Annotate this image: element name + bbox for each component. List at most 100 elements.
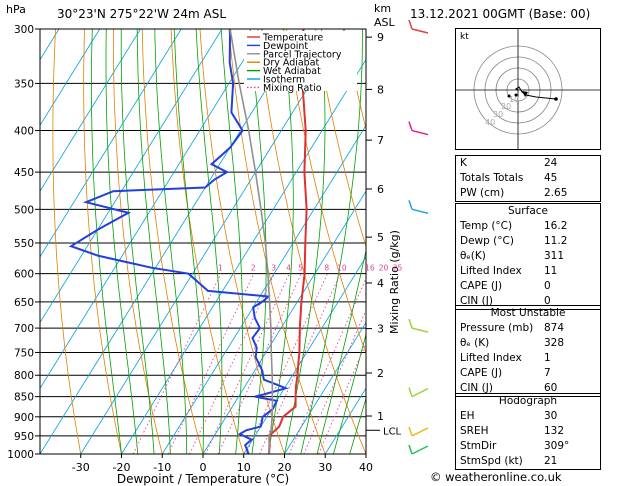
hodograph-trace bbox=[515, 86, 557, 100]
mu-li-label: Lifted Index bbox=[460, 352, 522, 364]
hodograph-point bbox=[554, 97, 558, 101]
wet-adiabat-line bbox=[154, 29, 188, 454]
isotherm-line bbox=[284, 321, 366, 454]
legend-entry: Wet Adiabat bbox=[263, 66, 321, 77]
mu-theta-label: θₑ (K) bbox=[460, 337, 490, 349]
legend-entry: Temperature bbox=[262, 33, 323, 44]
wet-adiabat-line bbox=[90, 29, 122, 454]
wind-barb-flag bbox=[408, 19, 413, 30]
stmdir-value: 309° bbox=[544, 440, 570, 452]
wet-adiabat-line bbox=[316, 248, 366, 454]
mixing-ratio-label: 5 bbox=[298, 264, 303, 273]
pressure-tick-label: 1000 bbox=[7, 449, 34, 461]
eh-label: EH bbox=[460, 410, 475, 422]
surface-temp-value: 16.2 bbox=[544, 220, 568, 232]
temperature-tick-label: 40 bbox=[359, 461, 373, 474]
temperature-tick-label: 10 bbox=[237, 461, 251, 474]
mu-pressure-value: 874 bbox=[544, 322, 565, 334]
pressure-tick-label: 700 bbox=[14, 323, 34, 335]
pressure-tick-label: 800 bbox=[14, 370, 34, 382]
temperature-tick-label: 0 bbox=[200, 461, 207, 474]
hodograph-point bbox=[507, 94, 511, 98]
mixing-ratio-line bbox=[167, 273, 255, 454]
legend-entry: Parcel Trajectory bbox=[263, 49, 342, 60]
mixing-ratio-label: 4 bbox=[286, 264, 291, 273]
legend-entry: Isotherm bbox=[263, 75, 305, 86]
pressure-tick-label: 950 bbox=[14, 431, 34, 443]
mixing-ratio-label: 2 bbox=[251, 264, 256, 273]
mu-cin-label: CIN (J) bbox=[460, 382, 493, 394]
surface-title: Surface bbox=[507, 205, 548, 217]
surface-theta-label: θₑ(K) bbox=[460, 250, 486, 262]
legend-entry: Mixing Ratio bbox=[263, 83, 322, 94]
lcl-label: LCL bbox=[383, 426, 402, 437]
storm-motion-marker bbox=[522, 91, 528, 97]
hodograph-panel: kt 10 20 30 40 bbox=[455, 28, 601, 150]
pressure-tick-label: 850 bbox=[14, 392, 34, 404]
isotherm-line bbox=[40, 29, 182, 258]
surface-li-value: 11 bbox=[544, 265, 558, 277]
pressure-tick-label: 400 bbox=[14, 126, 34, 138]
wind-barb bbox=[411, 327, 429, 333]
surface-dewp-value: 11.2 bbox=[544, 235, 568, 247]
pressure-tick-label: 900 bbox=[14, 412, 34, 424]
mixing-ratio-label: 8 bbox=[324, 264, 329, 273]
wet-adiabat-line bbox=[267, 29, 294, 454]
wet-adiabat-line bbox=[249, 29, 267, 454]
wind-barb bbox=[411, 208, 429, 215]
hodograph-ring-label: 40 bbox=[485, 118, 495, 127]
dry-adiabat-line bbox=[52, 29, 82, 454]
hodograph-ring-label: 20 bbox=[501, 102, 511, 111]
surface-theta-value: 311 bbox=[544, 250, 565, 262]
isotherm-line bbox=[202, 190, 366, 454]
wet-adiabat-line bbox=[136, 29, 171, 454]
dry-adiabat-line bbox=[604, 29, 629, 454]
hodograph-plot: kt 10 20 30 40 bbox=[456, 29, 600, 149]
height-tick-label: 7 bbox=[377, 134, 384, 147]
mixing-ratio-label: 20 bbox=[379, 264, 389, 273]
dry-adiabat-line bbox=[286, 29, 366, 355]
legend-box bbox=[244, 31, 357, 91]
wet-adiabat-line bbox=[284, 29, 326, 454]
location-label: 30°23'N 275°22'W 24m ASL bbox=[57, 7, 227, 21]
height-tick-label: 4 bbox=[377, 277, 384, 290]
surface-temp-label: Temp (°C) bbox=[460, 220, 513, 232]
surface-cin-value: 0 bbox=[544, 295, 551, 307]
temperature-tick-label: 30 bbox=[318, 461, 332, 474]
mu-pressure-label: Pressure (mb) bbox=[460, 322, 534, 334]
mixing-ratio-line bbox=[288, 277, 366, 454]
wet-adiabat-line bbox=[105, 29, 139, 454]
asl-unit-label: ASL bbox=[374, 16, 395, 29]
mixing-ratio-label: 25 bbox=[393, 264, 403, 273]
hodograph-ring-label: 30 bbox=[493, 110, 503, 119]
most-unstable-title: Most Unstable bbox=[490, 307, 566, 319]
indices-table: K 24 Totals Totals 45 PW (cm) 2.65 bbox=[455, 155, 601, 202]
surface-dewp-label: Dewp (°C) bbox=[460, 235, 514, 247]
dry-adiabat-line bbox=[170, 29, 245, 454]
pressure-tick-label: 350 bbox=[14, 78, 34, 90]
wet-adiabat-line bbox=[300, 29, 363, 454]
hodograph-stats-table: Hodograph EH 30 SREH 132 StmDir 309° StmSpd… bbox=[455, 393, 601, 470]
surface-cin-label: CIN (J) bbox=[460, 295, 493, 307]
dry-adiabat-line bbox=[83, 29, 122, 454]
wind-barb-flag bbox=[408, 387, 413, 397]
hodograph-unit-label: kt bbox=[460, 32, 469, 42]
datetime-label: 13.12.2021 00GMT (Base: 00) bbox=[410, 7, 591, 21]
dry-adiabat-line bbox=[315, 29, 366, 248]
stmdir-label: StmDir bbox=[460, 440, 497, 452]
x-axis-title: Dewpoint / Temperature (°C) bbox=[117, 472, 289, 486]
surface-li-label: Lifted Index bbox=[460, 265, 522, 277]
mixing-ratio-line bbox=[259, 273, 341, 454]
mixing-ratio-line bbox=[303, 309, 366, 454]
isotherm-line bbox=[40, 29, 264, 390]
temperature-tick-label: 20 bbox=[278, 461, 292, 474]
temperature-tick-label: -10 bbox=[153, 461, 171, 474]
mu-cin-value: 60 bbox=[544, 382, 558, 394]
isotherm-line bbox=[40, 29, 101, 127]
eh-value: 30 bbox=[544, 410, 558, 422]
temperature-line bbox=[268, 29, 308, 454]
mixing-ratio-line bbox=[217, 273, 302, 454]
wind-barb bbox=[411, 129, 429, 136]
isotherm-line bbox=[243, 256, 366, 454]
